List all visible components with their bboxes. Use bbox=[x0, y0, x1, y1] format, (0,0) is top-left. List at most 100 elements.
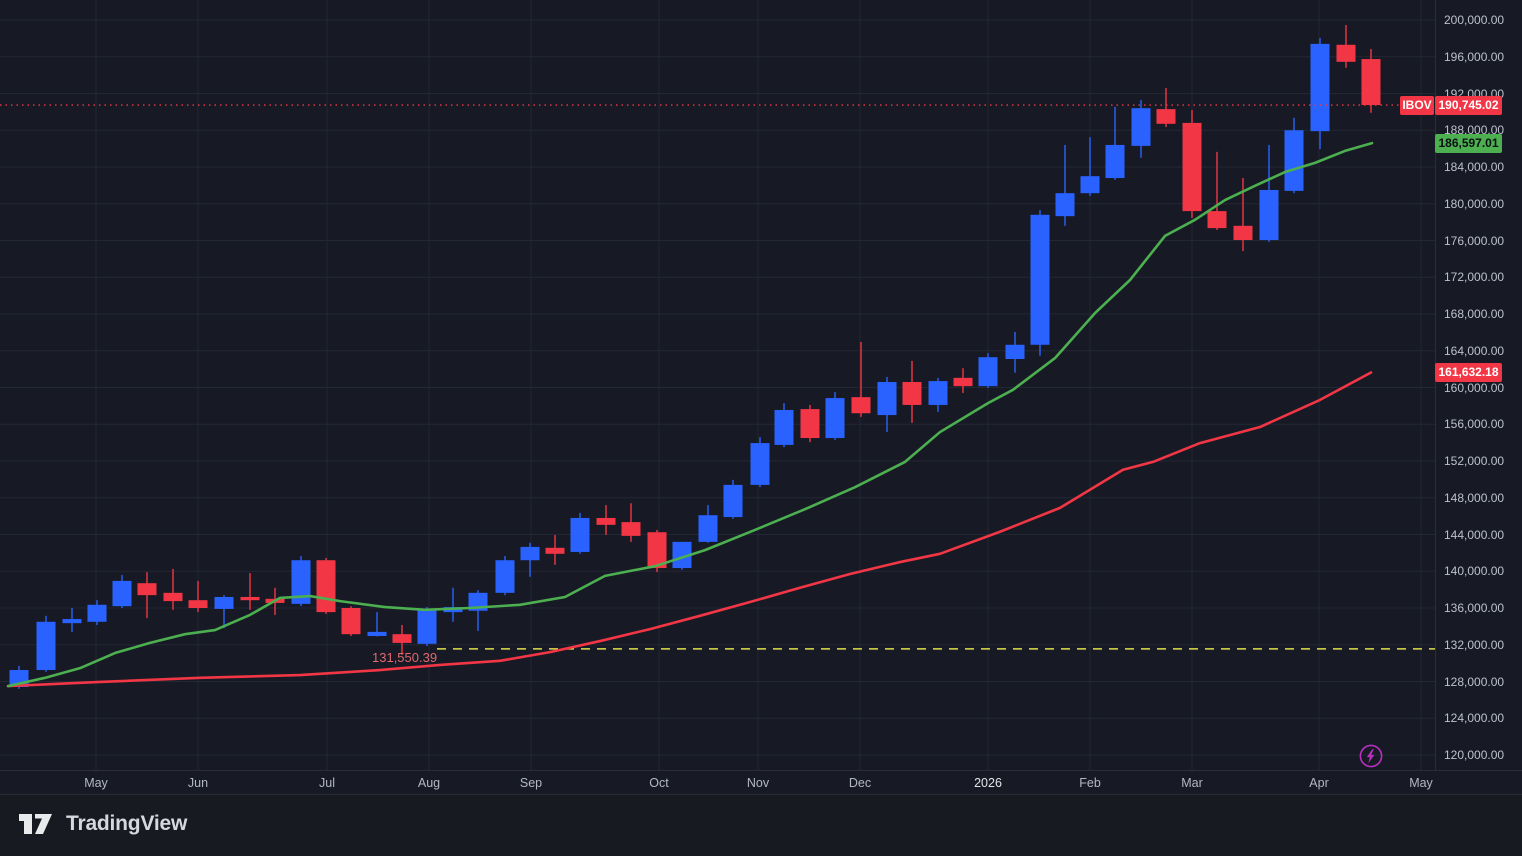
candle bbox=[1030, 210, 1050, 356]
candle bbox=[570, 512, 590, 554]
candle bbox=[723, 479, 743, 519]
price-axis-label: 140,000.00 bbox=[1444, 564, 1505, 579]
price-axis-label: 200,000.00 bbox=[1444, 13, 1505, 27]
candle bbox=[545, 534, 565, 565]
candle bbox=[417, 607, 437, 647]
candle bbox=[902, 360, 922, 423]
lightning-icon bbox=[1359, 744, 1383, 768]
candle bbox=[1182, 110, 1202, 218]
candle bbox=[468, 590, 488, 631]
time-axis-label: Oct bbox=[649, 776, 669, 790]
candle bbox=[1055, 144, 1075, 226]
price-axis-label: 144,000.00 bbox=[1444, 527, 1505, 542]
time-axis-border bbox=[0, 770, 1522, 771]
candle bbox=[520, 542, 540, 577]
candle bbox=[87, 600, 107, 625]
candle bbox=[1361, 48, 1381, 113]
candle bbox=[112, 574, 132, 608]
price-axis-label: 128,000.00 bbox=[1444, 674, 1505, 689]
candle bbox=[341, 606, 361, 637]
candle bbox=[240, 573, 260, 610]
candle bbox=[316, 557, 336, 614]
price-axis-border bbox=[1435, 0, 1436, 771]
candle bbox=[214, 595, 234, 629]
price-axis-label: 152,000.00 bbox=[1444, 454, 1505, 468]
time-axis-label: Jun bbox=[187, 776, 209, 790]
candle bbox=[774, 403, 794, 448]
candle bbox=[62, 608, 82, 632]
level-line-label: 131,550.39 bbox=[372, 649, 438, 665]
time-axis-label: Mar bbox=[1181, 776, 1203, 790]
candle bbox=[877, 376, 897, 433]
candle bbox=[291, 556, 311, 607]
tradingview-logo[interactable]: TradingView bbox=[18, 810, 187, 838]
time-axis-label: 2026 bbox=[974, 776, 1002, 790]
candle bbox=[928, 377, 948, 412]
chart-pane[interactable]: 131,550.39 bbox=[0, 0, 1435, 770]
candle bbox=[1080, 137, 1100, 196]
candle bbox=[1131, 99, 1151, 158]
time-axis[interactable]: May Jun Jul Aug Sep Oct Nov Dec 2026 Feb Mar Apr May bbox=[0, 771, 1522, 794]
candle bbox=[1284, 117, 1304, 194]
price-axis-label: 160,000.00 bbox=[1444, 380, 1505, 395]
time-axis-label: Apr bbox=[1309, 776, 1329, 790]
price-axis-label: 164,000.00 bbox=[1444, 343, 1505, 358]
price-axis-label: 136,000.00 bbox=[1444, 601, 1505, 615]
ma-fast-value-badge: 186,597.01 bbox=[1435, 133, 1502, 153]
price-axis-label: 168,000.00 bbox=[1444, 307, 1505, 321]
time-axis-label: Jul bbox=[319, 776, 335, 790]
candle bbox=[163, 568, 183, 610]
price-axis-label: 176,000.00 bbox=[1444, 233, 1505, 248]
price-axis-label: 120,000.00 bbox=[1444, 748, 1505, 762]
candle bbox=[495, 556, 515, 596]
tradingview-logo-icon bbox=[19, 814, 52, 834]
candle bbox=[1259, 144, 1279, 242]
candles-series[interactable] bbox=[9, 25, 1381, 689]
time-axis-label: Sep bbox=[519, 776, 543, 790]
ma-slow-value-badge: 161,632.18 bbox=[1435, 363, 1502, 382]
price-axis[interactable]: 200,000.00 196,000.00 192,000.00 188,000.00… bbox=[1436, 0, 1522, 770]
candle bbox=[1005, 331, 1025, 373]
candle bbox=[750, 437, 770, 488]
time-axis-label: Dec bbox=[848, 776, 872, 790]
last-price-badge: 190,745.02 bbox=[1435, 95, 1502, 115]
time-axis-label: Feb bbox=[1079, 776, 1101, 790]
candle bbox=[953, 368, 973, 394]
candle bbox=[978, 353, 998, 388]
tradingview-logo-text: TradingView bbox=[66, 812, 188, 835]
candle bbox=[800, 404, 820, 443]
gridlines bbox=[0, 0, 1435, 770]
candle bbox=[1207, 151, 1227, 230]
candle bbox=[698, 505, 718, 543]
candle bbox=[825, 392, 845, 440]
candle bbox=[137, 572, 157, 619]
candle bbox=[1310, 37, 1330, 150]
candle bbox=[851, 342, 871, 417]
candle bbox=[1105, 106, 1125, 180]
flash-button[interactable] bbox=[1357, 742, 1385, 770]
price-axis-label: 184,000.00 bbox=[1444, 160, 1505, 174]
symbol-price-label-badge: IBOV bbox=[1400, 95, 1434, 115]
candle bbox=[367, 612, 387, 637]
price-axis-label: 148,000.00 bbox=[1444, 490, 1505, 505]
price-axis-label: 124,000.00 bbox=[1444, 711, 1505, 726]
price-chart-canvas[interactable] bbox=[0, 0, 1435, 770]
candle bbox=[36, 615, 56, 672]
bottom-toolbar: TradingView bbox=[0, 794, 1522, 856]
slow-moving-average-line[interactable] bbox=[6, 371, 1373, 688]
candle bbox=[1156, 87, 1176, 128]
candle bbox=[621, 503, 641, 542]
price-axis-label: 180,000.00 bbox=[1444, 196, 1505, 211]
candle bbox=[1336, 25, 1356, 68]
price-axis-label: 156,000.00 bbox=[1444, 417, 1505, 432]
time-axis-label: May bbox=[84, 776, 108, 790]
candle bbox=[672, 541, 692, 570]
candle bbox=[596, 505, 616, 535]
candle bbox=[188, 580, 208, 613]
candle bbox=[443, 587, 463, 622]
time-axis-label: May bbox=[1409, 776, 1433, 790]
fast-moving-average-line[interactable] bbox=[6, 141, 1374, 688]
price-axis-label: 172,000.00 bbox=[1444, 270, 1505, 285]
price-axis-label: 196,000.00 bbox=[1444, 49, 1505, 64]
